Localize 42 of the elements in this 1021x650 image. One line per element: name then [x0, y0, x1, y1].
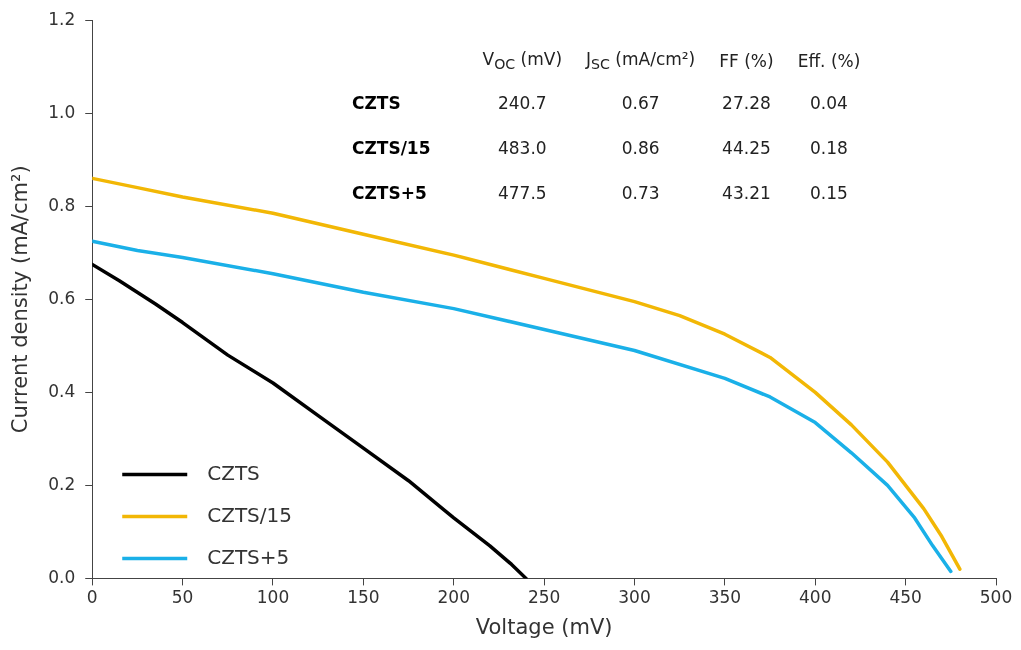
- x-axis-title: Voltage (mV): [475, 614, 613, 639]
- legend-label: CZTS/15: [207, 502, 292, 527]
- x-tick-label: 250: [527, 587, 561, 608]
- x-tick-label: 200: [437, 587, 470, 608]
- x-tick-label: 500: [979, 587, 1013, 608]
- legend-label: CZTS+5: [207, 544, 290, 569]
- annotation: FF (%): [718, 50, 775, 73]
- annotation: 0.86: [620, 136, 661, 160]
- annotation: CZTS+5: [351, 181, 428, 205]
- annotation: 483.0: [496, 136, 548, 160]
- y-tick-label: 0.6: [48, 287, 76, 308]
- annotation: Eff. (%): [796, 50, 862, 73]
- annotation: 0.15: [809, 181, 849, 205]
- annotation: 477.5: [496, 181, 548, 205]
- annotation: CZTS: [351, 91, 402, 115]
- y-tick-label: 0.2: [48, 473, 76, 494]
- x-tick-label: 400: [799, 587, 832, 608]
- x-tick-label: 300: [618, 587, 651, 608]
- annotation: 0.67: [620, 91, 661, 115]
- x-tick-label: 50: [171, 587, 194, 608]
- y-tick-label: 0.8: [48, 194, 76, 215]
- annotation: 43.21: [721, 181, 772, 205]
- annotation: 27.28: [721, 91, 772, 115]
- x-tick-label: 100: [256, 587, 290, 608]
- x-tick-label: 350: [708, 587, 742, 608]
- y-tick-label: 1.2: [48, 8, 76, 29]
- legend-label: CZTS: [207, 460, 260, 485]
- annotation: 240.7: [496, 91, 548, 115]
- y-axis-title: Current density (mA/cm²): [8, 165, 33, 434]
- x-tick-label: 450: [889, 587, 922, 608]
- x-tick-label: 150: [347, 587, 380, 608]
- annotation: V$_{OC}$ (mV): [481, 48, 564, 75]
- y-tick-label: 0.4: [48, 380, 76, 401]
- annotation: 0.18: [809, 136, 849, 160]
- y-tick-label: 1.0: [48, 101, 76, 122]
- annotation: 0.04: [809, 91, 849, 115]
- y-tick-label: 0.0: [48, 566, 76, 587]
- annotation: J$_{SC}$ (mA/cm²): [584, 48, 697, 75]
- annotation: 0.73: [620, 181, 661, 205]
- x-tick-label: 0: [86, 587, 98, 608]
- annotation: CZTS/15: [351, 136, 432, 160]
- annotation: 44.25: [721, 136, 772, 160]
